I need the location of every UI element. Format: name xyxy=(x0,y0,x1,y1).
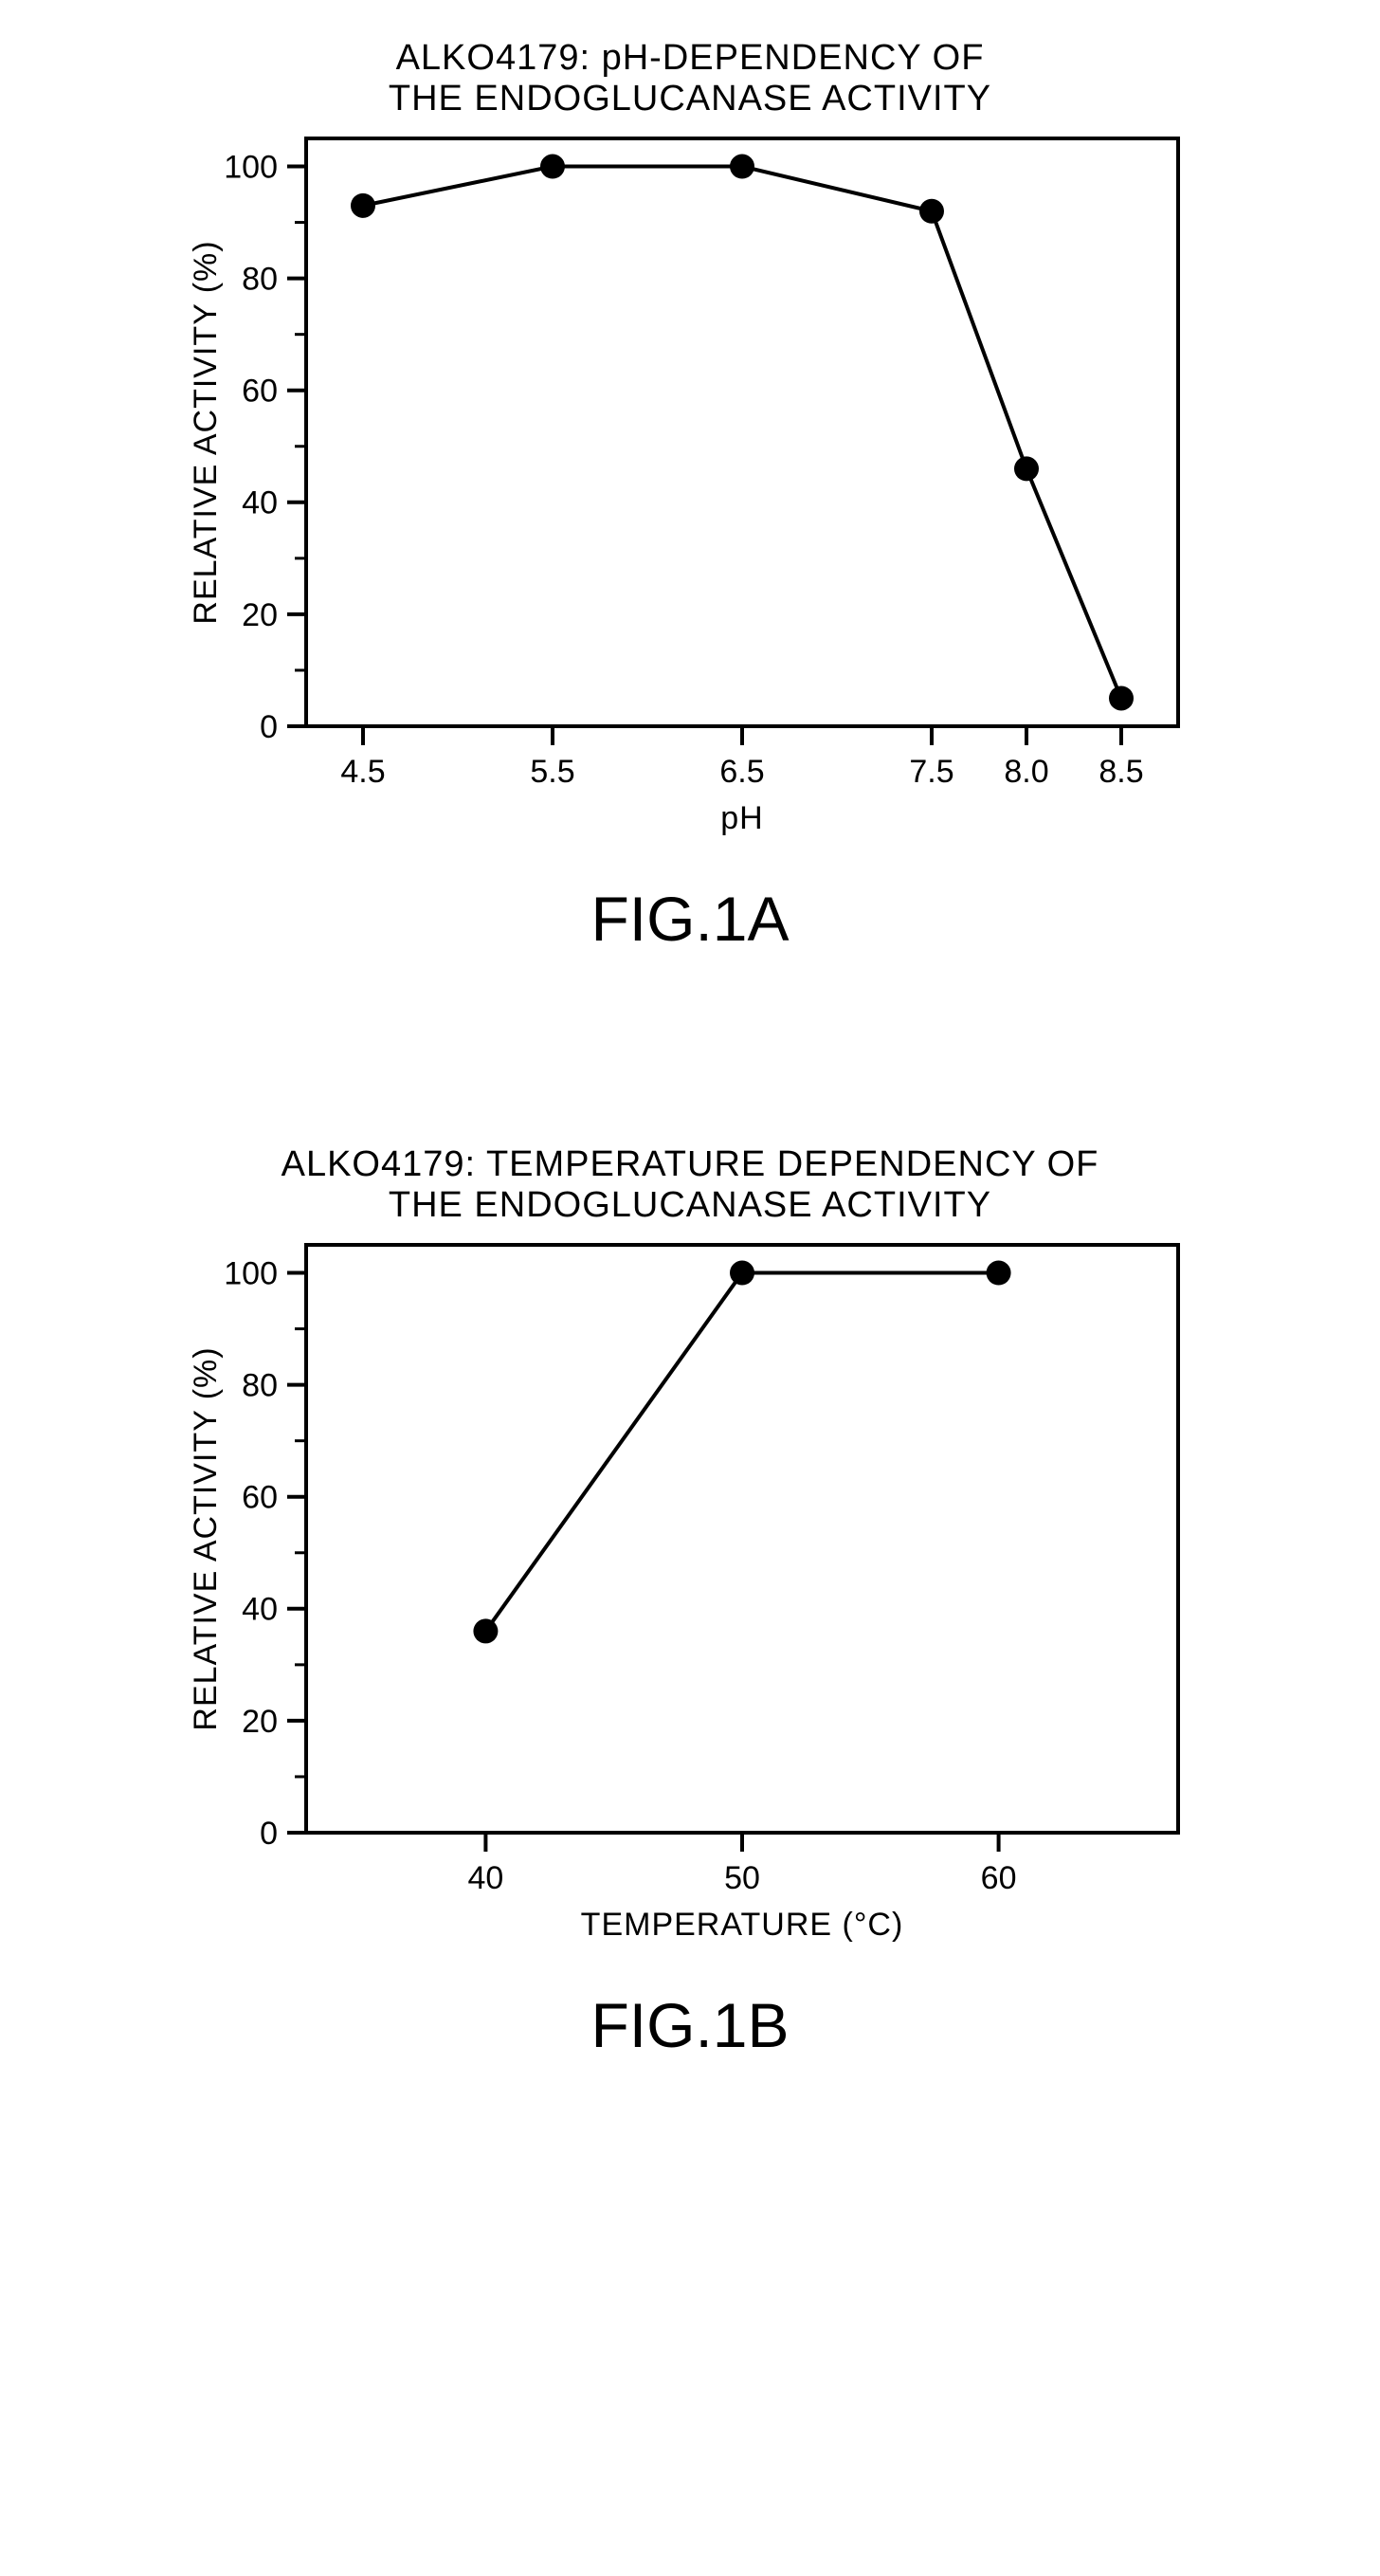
data-marker xyxy=(730,1261,754,1286)
x-tick-label: 8.5 xyxy=(1099,754,1143,790)
y-tick-label: 40 xyxy=(242,1592,278,1628)
x-tick-label: 6.5 xyxy=(719,754,764,790)
data-marker xyxy=(540,155,565,179)
y-tick-label: 0 xyxy=(260,1816,278,1852)
y-tick-label: 20 xyxy=(242,1704,278,1740)
x-axis-label: TEMPERATURE (°C) xyxy=(581,1907,904,1943)
x-tick-label: 40 xyxy=(467,1860,503,1896)
x-tick-label: 8.0 xyxy=(1004,754,1048,790)
y-tick-label: 40 xyxy=(242,485,278,521)
chart-a-title: ALKO4179: pH-DEPENDENCY OF THE ENDOGLUCA… xyxy=(389,38,991,119)
chart-a-title-line1: ALKO4179: pH-DEPENDENCY OF xyxy=(396,38,985,78)
x-tick-label: 5.5 xyxy=(530,754,574,790)
chart-b-svg-holder: 0 20 40 60 80 100 40 50 60 RELATIVE ACTIVITY (%) T… xyxy=(173,1226,1207,1965)
fig-1b-label: FIG.1B xyxy=(590,1989,789,2061)
data-marker xyxy=(351,193,375,218)
chart-a-block: ALKO4179: pH-DEPENDENCY OF THE ENDOGLUCA… xyxy=(27,38,1353,955)
data-marker xyxy=(1109,685,1134,710)
y-tick-label: 80 xyxy=(242,1368,278,1404)
y-tick-label: 80 xyxy=(242,262,278,298)
fig-1a-label: FIG.1A xyxy=(590,883,789,955)
data-marker xyxy=(919,199,944,224)
chart-b-title-line1: ALKO4179: TEMPERATURE DEPENDENCY OF xyxy=(281,1144,1099,1184)
x-axis-label: pH xyxy=(720,800,763,836)
y-axis-label: RELATIVE ACTIVITY (%) xyxy=(188,240,224,624)
y-tick-label: 0 xyxy=(260,709,278,745)
x-tick-label: 60 xyxy=(981,1860,1017,1896)
page-container: ALKO4179: pH-DEPENDENCY OF THE ENDOGLUCA… xyxy=(27,38,1353,2061)
chart-a-svg-holder: 0 20 40 60 80 100 4.5 5.5 6.5 7.5 8.0 8.5 RELATIVE A… xyxy=(173,119,1207,859)
x-tick-label: 7.5 xyxy=(909,754,953,790)
y-tick-label: 60 xyxy=(242,374,278,410)
data-marker xyxy=(987,1261,1011,1286)
chart-b-block: ALKO4179: TEMPERATURE DEPENDENCY OF THE … xyxy=(27,1144,1353,2061)
y-tick-label: 60 xyxy=(242,1480,278,1516)
y-axis-label: RELATIVE ACTIVITY (%) xyxy=(188,1346,224,1730)
chart-a-title-line2: THE ENDOGLUCANASE ACTIVITY xyxy=(389,79,991,119)
data-marker xyxy=(473,1618,498,1643)
x-tick-label: 4.5 xyxy=(340,754,385,790)
y-tick-label: 20 xyxy=(242,597,278,633)
data-marker xyxy=(1014,456,1039,481)
y-tick-label: 100 xyxy=(224,1255,278,1291)
data-marker xyxy=(730,155,754,179)
chart-svg: 0 20 40 60 80 100 40 50 60 RELATIVE ACTIVITY (%) T… xyxy=(173,1226,1207,1965)
x-tick-label: 50 xyxy=(724,1860,760,1896)
chart-svg: 0 20 40 60 80 100 4.5 5.5 6.5 7.5 8.0 8.5 RELATIVE A… xyxy=(173,119,1207,859)
y-tick-label: 100 xyxy=(224,149,278,185)
chart-b-title: ALKO4179: TEMPERATURE DEPENDENCY OF THE … xyxy=(281,1144,1099,1226)
chart-b-title-line2: THE ENDOGLUCANASE ACTIVITY xyxy=(389,1185,991,1225)
